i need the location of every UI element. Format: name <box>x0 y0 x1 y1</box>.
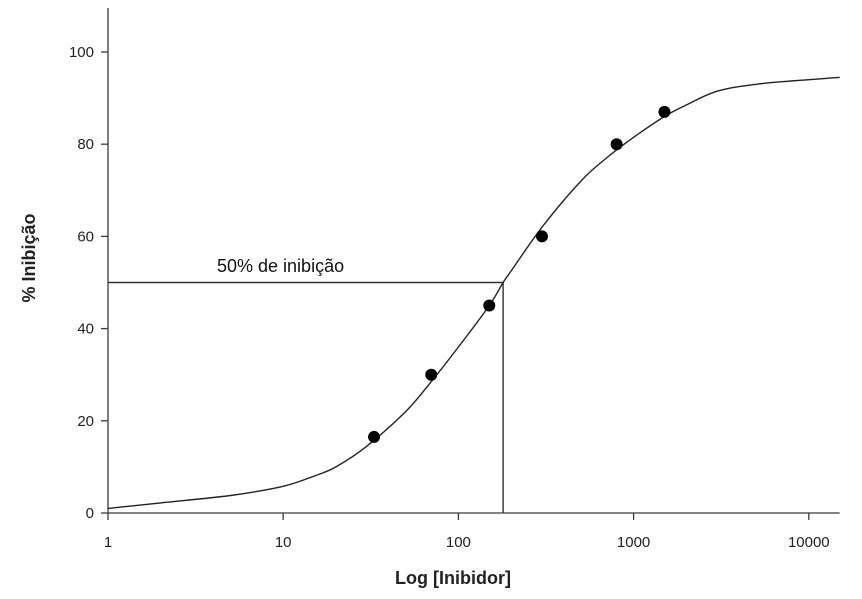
y-tick-label: 40 <box>77 321 94 338</box>
x-tick-label: 1 <box>104 534 112 551</box>
x-axis-title: Log [Inibidor] <box>395 568 511 588</box>
data-point <box>425 368 438 381</box>
y-tick-label: 80 <box>77 136 94 153</box>
x-tick-label: 10 <box>275 534 292 551</box>
y-axis-title: % Inibição <box>19 213 39 302</box>
reference-lines <box>108 281 504 513</box>
tick-group: 1 10 100 1000 10000 0 20 40 60 80 100 <box>69 44 830 551</box>
data-points <box>368 105 671 443</box>
axes <box>107 8 840 514</box>
data-point <box>610 138 623 151</box>
data-point <box>483 299 496 312</box>
y-tick-label: 0 <box>86 505 94 522</box>
y-tick-label: 20 <box>77 413 94 430</box>
dose-response-curve <box>107 76 840 510</box>
reference-annotation: 50% de inibição <box>217 256 344 276</box>
y-tick-label: 60 <box>77 228 94 245</box>
data-point <box>658 105 671 118</box>
x-tick-label: 100 <box>446 534 471 551</box>
x-tick-label: 1000 <box>617 534 650 551</box>
data-point <box>368 430 381 443</box>
y-tick-label: 100 <box>69 44 94 61</box>
x-tick-label: 10000 <box>788 534 830 551</box>
data-point <box>535 230 548 243</box>
